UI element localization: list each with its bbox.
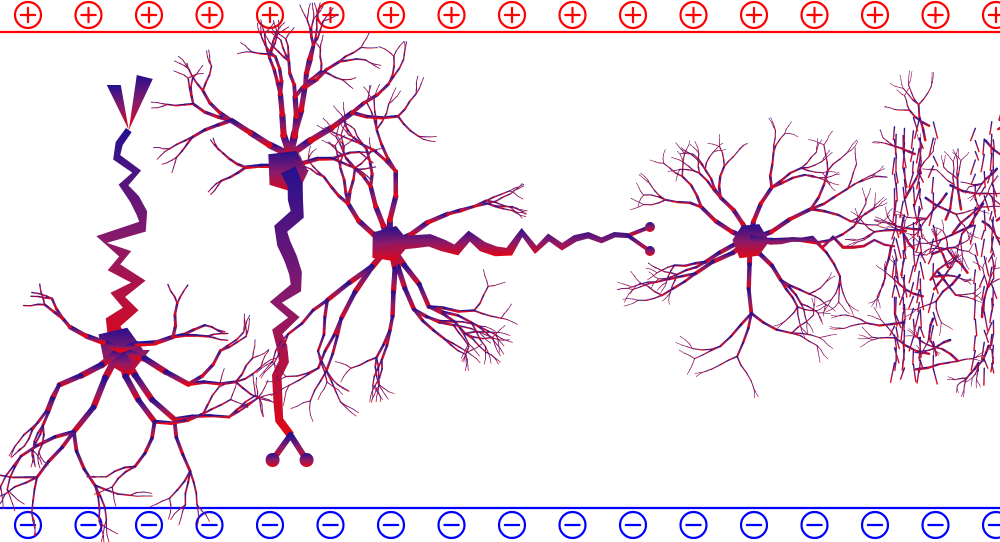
neuron-purkinje <box>830 71 1000 397</box>
positive-rail-charge-10 <box>620 2 646 28</box>
positive-rail-charge-16 <box>983 2 1000 28</box>
positive-rail-charge-3 <box>197 2 223 28</box>
negative-rail-charge-12 <box>741 512 767 538</box>
negative-rail-charge-2 <box>136 512 162 538</box>
positive-rail-charge-2 <box>136 2 162 28</box>
negative-rail-charge-13 <box>802 512 828 538</box>
positive-rail-charge-0 <box>15 2 41 28</box>
negative-rail-charge-10 <box>620 512 646 538</box>
negative-rail-charge-7 <box>439 512 465 538</box>
negative-rail-charge-9 <box>560 512 586 538</box>
negative-rail-charge-8 <box>499 512 525 538</box>
negative-rail-charge-11 <box>681 512 707 538</box>
negative-rail-charge-1 <box>76 512 102 538</box>
negative-rail-charge-16 <box>983 512 1000 538</box>
positive-rail-charge-12 <box>741 2 767 28</box>
positive-rail-charge-11 <box>681 2 707 28</box>
positive-rail-charge-1 <box>76 2 102 28</box>
positive-rail-charge-9 <box>560 2 586 28</box>
positive-rail-charge-14 <box>862 2 888 28</box>
positive-rail-charge-13 <box>802 2 828 28</box>
positive-rail-charge-8 <box>499 2 525 28</box>
positive-rail-charge-15 <box>923 2 949 28</box>
negative-rail-charge-3 <box>197 512 223 538</box>
neuron-pyramidal <box>0 75 278 542</box>
positive-rail-charge-6 <box>378 2 404 28</box>
positive-rail-charge-7 <box>439 2 465 28</box>
neuron-polarity-diagram <box>0 0 1000 542</box>
neuron-stellate <box>617 117 895 397</box>
negative-rail-charge-15 <box>923 512 949 538</box>
negative-rail-charge-4 <box>257 512 283 538</box>
negative-rail-charge-14 <box>862 512 888 538</box>
negative-rail-charge-5 <box>318 512 344 538</box>
negative-rail-charge-0 <box>15 512 41 538</box>
negative-rail-charge-6 <box>378 512 404 538</box>
